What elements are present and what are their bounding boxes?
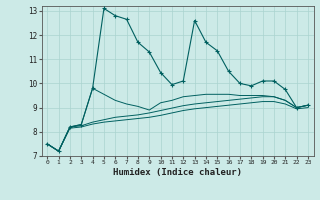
X-axis label: Humidex (Indice chaleur): Humidex (Indice chaleur) [113, 168, 242, 177]
